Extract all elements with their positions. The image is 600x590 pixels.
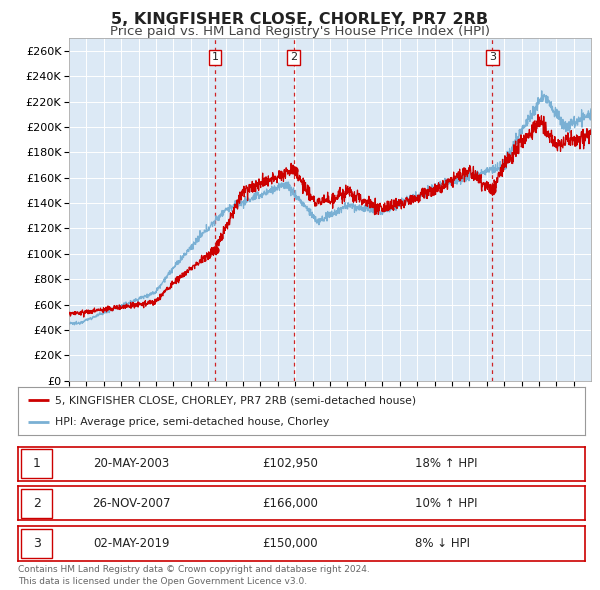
Text: £166,000: £166,000: [262, 497, 318, 510]
Text: 1: 1: [211, 53, 218, 63]
Text: 26-NOV-2007: 26-NOV-2007: [92, 497, 170, 510]
Text: 3: 3: [33, 537, 41, 550]
Text: £150,000: £150,000: [262, 537, 318, 550]
Text: 02-MAY-2019: 02-MAY-2019: [93, 537, 170, 550]
Text: Contains HM Land Registry data © Crown copyright and database right 2024.
This d: Contains HM Land Registry data © Crown c…: [18, 565, 370, 586]
Text: 5, KINGFISHER CLOSE, CHORLEY, PR7 2RB (semi-detached house): 5, KINGFISHER CLOSE, CHORLEY, PR7 2RB (s…: [55, 395, 416, 405]
Text: 5, KINGFISHER CLOSE, CHORLEY, PR7 2RB: 5, KINGFISHER CLOSE, CHORLEY, PR7 2RB: [112, 12, 488, 27]
FancyBboxPatch shape: [21, 529, 52, 558]
Text: 2: 2: [33, 497, 41, 510]
Text: HPI: Average price, semi-detached house, Chorley: HPI: Average price, semi-detached house,…: [55, 417, 329, 427]
Text: 18% ↑ HPI: 18% ↑ HPI: [415, 457, 478, 470]
Text: 2: 2: [290, 53, 297, 63]
Text: £102,950: £102,950: [262, 457, 318, 470]
Text: 20-MAY-2003: 20-MAY-2003: [93, 457, 170, 470]
Text: Price paid vs. HM Land Registry's House Price Index (HPI): Price paid vs. HM Land Registry's House …: [110, 25, 490, 38]
Text: 1: 1: [33, 457, 41, 470]
Text: 8% ↓ HPI: 8% ↓ HPI: [415, 537, 470, 550]
FancyBboxPatch shape: [21, 489, 52, 517]
FancyBboxPatch shape: [21, 450, 52, 478]
Text: 10% ↑ HPI: 10% ↑ HPI: [415, 497, 478, 510]
Text: 3: 3: [489, 53, 496, 63]
